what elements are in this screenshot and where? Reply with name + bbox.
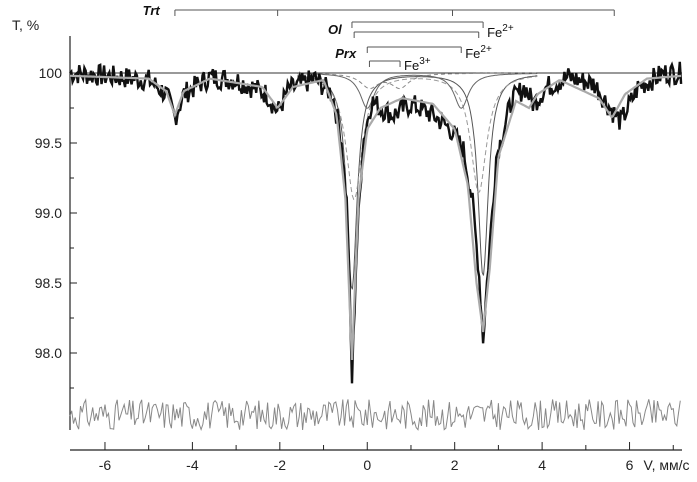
plot-area xyxy=(69,61,683,432)
prx-fe3-label: Fe3+ xyxy=(404,56,431,73)
y-tick-label: 99.0 xyxy=(35,205,62,221)
axis-tick-labels: -6 -4 -2 0 2 4 6 98.0 98.5 99.0 99.5 100 xyxy=(35,65,634,473)
y-tick-label: 98.0 xyxy=(35,345,62,361)
axis-ticks xyxy=(70,72,674,450)
x-axis-label: V, мм/с xyxy=(644,457,690,473)
ol-fe2-label: Fe2+ xyxy=(487,23,514,40)
site-brackets xyxy=(174,9,615,67)
fit-envelope xyxy=(70,74,682,361)
x-tick-label: -6 xyxy=(99,457,112,473)
y-tick-label: 100 xyxy=(39,65,63,81)
x-tick-label: 6 xyxy=(626,457,634,473)
x-tick-label: -4 xyxy=(186,457,199,473)
prx-label: Prx xyxy=(335,46,357,61)
fit-component-4 xyxy=(297,72,538,90)
fit-component-3 xyxy=(297,73,538,109)
y-tick-label: 99.5 xyxy=(35,135,62,151)
x-tick-label: 4 xyxy=(538,457,546,473)
fit-component-1 xyxy=(297,75,538,290)
chart-axes xyxy=(69,36,682,451)
ol-label: Ol xyxy=(328,22,342,37)
fit-components xyxy=(297,72,538,290)
x-tick-label: 2 xyxy=(451,457,459,473)
trt-label: Trt xyxy=(143,3,161,18)
y-tick-label: 98.5 xyxy=(35,275,62,291)
residuals-trace xyxy=(69,398,681,432)
x-tick-label: -2 xyxy=(274,457,287,473)
y-axis-label: T, % xyxy=(12,17,39,33)
x-tick-label: 0 xyxy=(363,457,371,473)
experimental-spectrum xyxy=(69,61,683,384)
prx-fe2-label: Fe2+ xyxy=(465,44,492,61)
fit-component-2 xyxy=(297,76,538,201)
